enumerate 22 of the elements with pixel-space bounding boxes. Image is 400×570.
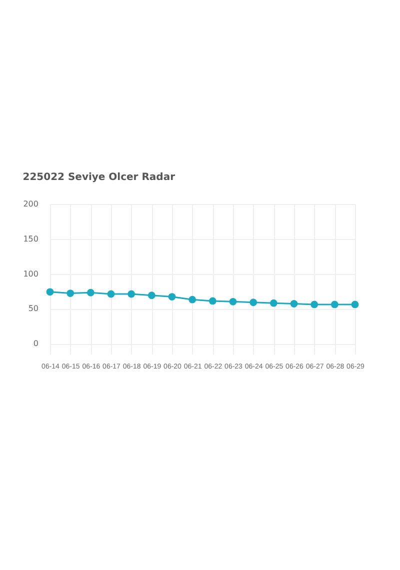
chart-title: 225022 Seviye Olcer Radar — [22, 172, 176, 183]
point — [310, 300, 318, 308]
y-tick-label: 50 — [28, 304, 38, 314]
point — [330, 300, 338, 308]
point — [86, 288, 94, 296]
y-tick-label: 100 — [23, 269, 38, 278]
point — [290, 300, 298, 308]
point — [351, 300, 359, 308]
y-tick-label: 200 — [23, 200, 38, 208]
point — [148, 292, 156, 300]
point — [229, 298, 237, 306]
point — [107, 290, 115, 298]
point — [208, 297, 216, 305]
point — [46, 288, 54, 296]
y-tick-label: 150 — [23, 234, 38, 244]
point — [168, 293, 176, 300]
point — [250, 298, 258, 306]
y-tick-label: 0 — [33, 339, 38, 348]
point — [270, 299, 278, 307]
point — [188, 296, 196, 304]
point — [66, 290, 74, 298]
point — [128, 290, 136, 298]
